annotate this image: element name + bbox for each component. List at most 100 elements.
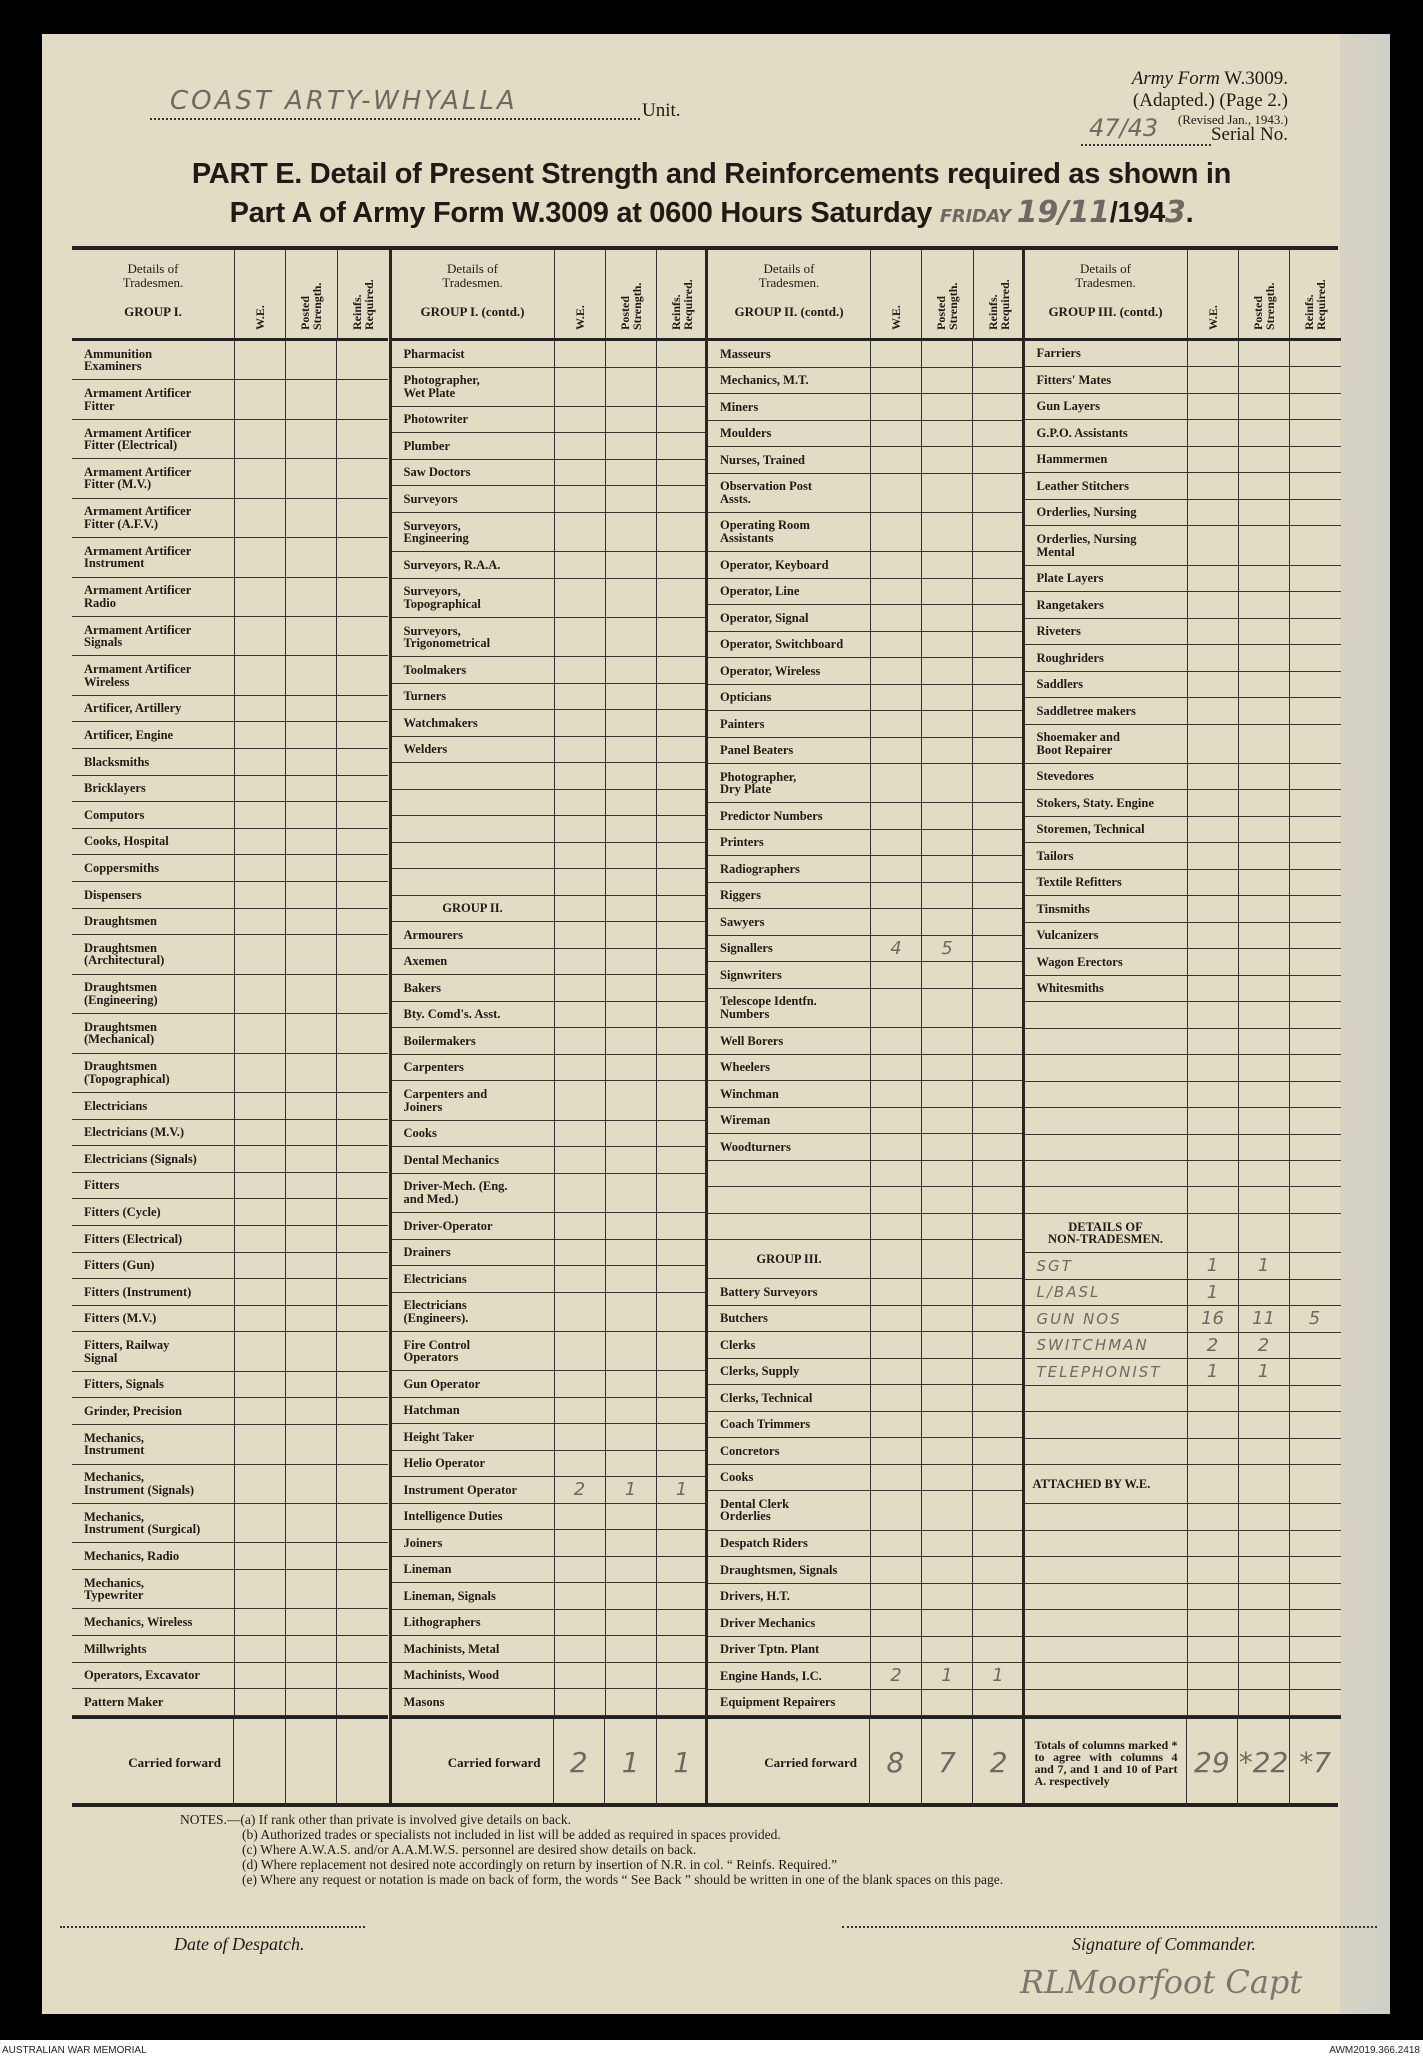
row-label: Pattern Maker	[84, 1694, 164, 1709]
cell-we	[1186, 949, 1238, 975]
cell-ps	[604, 869, 656, 895]
row-label: Drivers, H.T.	[720, 1589, 790, 1603]
blank-row	[391, 763, 708, 790]
cell-we	[553, 341, 605, 367]
row-label: Saw Doctors	[403, 465, 471, 480]
table-row: Opticians	[708, 684, 1024, 711]
row-label: Armament Artificer Radio	[84, 583, 192, 610]
section-heading-row: GROUP II.	[391, 895, 708, 923]
table-row: Masseurs	[708, 341, 1024, 368]
cell-ps	[1237, 816, 1289, 843]
cell-ps	[1237, 1636, 1289, 1663]
row-label: TELEPHONIST	[1036, 1362, 1162, 1381]
row-label: Electricians (Engineers).	[403, 1298, 469, 1325]
details-header-cell: Details of Tradesmen. GROUP I.	[72, 250, 234, 338]
cell-rr	[655, 1173, 707, 1213]
cell-ps	[604, 895, 656, 922]
cell-we	[1186, 1465, 1238, 1504]
cell-ps	[285, 380, 336, 419]
cell-we	[1186, 1081, 1238, 1108]
year-hand: 3	[1165, 195, 1186, 230]
row-label	[392, 869, 554, 895]
table-row: Cooks	[708, 1464, 1024, 1492]
cell-we	[234, 419, 285, 459]
cell-rr	[972, 1385, 1023, 1411]
row-label: Vulcanizers	[1036, 928, 1099, 943]
cell-ps	[604, 1397, 656, 1424]
cell-we	[553, 1120, 605, 1147]
cell-we	[234, 1305, 285, 1332]
row-label: Clerks, Supply	[720, 1364, 800, 1379]
cell-we	[234, 1464, 285, 1503]
blank-row	[1024, 1055, 1341, 1082]
table-row: Fitters	[72, 1172, 388, 1200]
cell-we	[553, 789, 605, 816]
cell-rr	[1288, 816, 1340, 843]
cell-ps	[921, 829, 972, 856]
cell-ps: 1	[921, 1663, 972, 1689]
cell-we	[553, 1239, 605, 1266]
cell-we	[1186, 1557, 1238, 1583]
cell-rr	[972, 512, 1023, 551]
row-label: Hatchman	[403, 1403, 460, 1418]
row-label: Signallers	[720, 941, 773, 956]
table-row: Dental Clerk Orderlies	[708, 1491, 1024, 1531]
table-row: Signallers 4 5	[708, 935, 1024, 963]
cell-rr	[336, 1569, 387, 1609]
cell-we	[870, 1385, 921, 1411]
table-row: Riggers	[708, 882, 1024, 910]
cell-rr	[336, 1689, 387, 1715]
cell-ps	[604, 1266, 656, 1292]
cell-rr	[1288, 1385, 1340, 1412]
cell-ps	[1237, 869, 1289, 896]
cell-we	[870, 1028, 921, 1054]
cell-we	[1186, 1055, 1238, 1081]
cell-ps	[285, 1689, 336, 1715]
cell-we: 16	[1186, 1306, 1238, 1332]
table-row: Mechanics, Radio	[72, 1543, 388, 1570]
row-label: Machinists, Metal	[403, 1641, 500, 1656]
cell-rr	[655, 486, 707, 512]
cell-we	[553, 1266, 605, 1292]
cell-ps	[1237, 645, 1289, 671]
cell-rr	[1288, 565, 1340, 592]
cell-rr	[972, 803, 1023, 829]
cell-rr	[1288, 1636, 1340, 1663]
cell-we	[234, 802, 285, 828]
blank-row	[1024, 1028, 1341, 1056]
row-label: Electricians (M.V.)	[84, 1125, 185, 1140]
row-label: Saddlers	[1036, 677, 1084, 692]
table-row: Artificer, Engine	[72, 722, 388, 750]
cell-we	[553, 1081, 605, 1120]
row-label: Stokers, Staty. Engine	[1036, 795, 1154, 810]
cell-we	[870, 394, 921, 420]
cell-rr	[336, 828, 387, 855]
header-label: Posted Strength.	[298, 282, 325, 330]
cell-ps	[921, 684, 972, 710]
carried-value: 29	[1185, 1719, 1238, 1806]
table-row: Surveyors, Topographical	[391, 578, 708, 618]
row-label: Butchers	[720, 1311, 768, 1326]
row-label: Observation Post Assts.	[720, 479, 813, 506]
cell-we	[553, 1054, 605, 1081]
table-row: Dental Mechanics	[391, 1147, 708, 1174]
cell-ps	[1237, 1610, 1289, 1636]
cell-ps	[604, 1028, 656, 1054]
cell-ps	[1237, 1557, 1289, 1583]
cell-rr	[1288, 592, 1340, 618]
cell-ps	[1237, 949, 1289, 975]
form-name: Army Form	[1131, 68, 1220, 89]
row-label	[1025, 1504, 1187, 1529]
table-row: Driver-Mech. (Eng. and Med.)	[391, 1173, 708, 1214]
cell-ps	[921, 1279, 972, 1305]
section-heading-row: ATTACHED BY W.E.	[1024, 1465, 1341, 1505]
cell-ps	[604, 789, 656, 816]
cell-rr	[655, 617, 707, 657]
table-row: Operator, Switchboard	[708, 631, 1024, 658]
cell-ps	[604, 617, 656, 657]
row-label: DETAILS OF NON-TRADESMEN.	[1048, 1219, 1163, 1247]
table-row: Armament Artificer Radio	[72, 577, 388, 617]
table-row: Tinsmiths	[1024, 896, 1341, 923]
row-label	[392, 790, 554, 816]
table-row: Cooks	[391, 1120, 708, 1148]
